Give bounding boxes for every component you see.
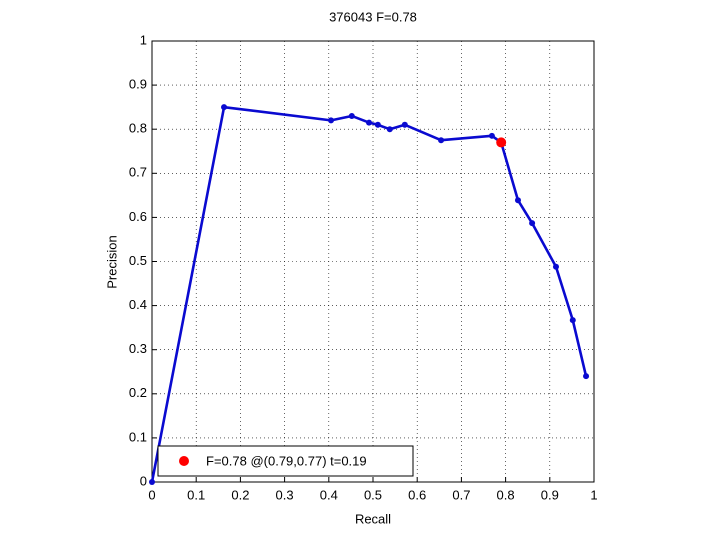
- y-tick-label: 1: [140, 32, 147, 47]
- y-tick-label: 0.9: [129, 77, 147, 92]
- y-tick-label: 0: [140, 473, 147, 488]
- data-point: [328, 117, 335, 124]
- data-point: [221, 104, 228, 111]
- y-tick-label: 0.4: [129, 297, 147, 312]
- data-point: [401, 121, 408, 128]
- data-point: [569, 317, 576, 324]
- y-tick-label: 0.8: [129, 121, 147, 136]
- data-point: [583, 373, 590, 380]
- data-point: [552, 263, 559, 270]
- best-point: [496, 137, 507, 148]
- y-tick-label: 0.5: [129, 253, 147, 268]
- data-point: [366, 119, 373, 126]
- x-tick-label: 0.8: [497, 487, 515, 502]
- data-point: [386, 126, 393, 133]
- x-tick-label: 0.4: [320, 487, 338, 502]
- legend-label: F=0.78 @(0.79,0.77) t=0.19: [206, 453, 367, 468]
- legend-box: [157, 445, 414, 477]
- x-tick-label: 0.1: [187, 487, 205, 502]
- y-tick-label: 0.2: [129, 385, 147, 400]
- y-tick-label: 0.6: [129, 209, 147, 224]
- x-tick-label: 1: [590, 487, 597, 502]
- x-axis-label: Recall: [355, 511, 391, 526]
- legend-marker: [179, 456, 189, 466]
- data-point: [348, 112, 355, 119]
- y-tick-label: 0.3: [129, 341, 147, 356]
- data-point: [488, 132, 495, 139]
- data-point: [438, 137, 445, 144]
- y-tick-label: 0.7: [129, 165, 147, 180]
- y-axis-label: Precision: [104, 235, 119, 288]
- x-tick-label: 0.5: [364, 487, 382, 502]
- x-tick-label: 0.2: [231, 487, 249, 502]
- x-tick-label: 0.7: [452, 487, 470, 502]
- x-tick-label: 0.6: [408, 487, 426, 502]
- y-tick-label: 0.1: [129, 429, 147, 444]
- x-tick-label: 0.9: [541, 487, 559, 502]
- data-point: [374, 121, 381, 128]
- data-point: [529, 220, 536, 227]
- data-line: [150, 105, 588, 483]
- x-tick-label: 0: [148, 487, 155, 502]
- chart-title: 376043 F=0.78: [329, 9, 417, 24]
- x-tick-label: 0.3: [276, 487, 294, 502]
- data-point: [149, 479, 155, 485]
- data-point: [514, 197, 521, 204]
